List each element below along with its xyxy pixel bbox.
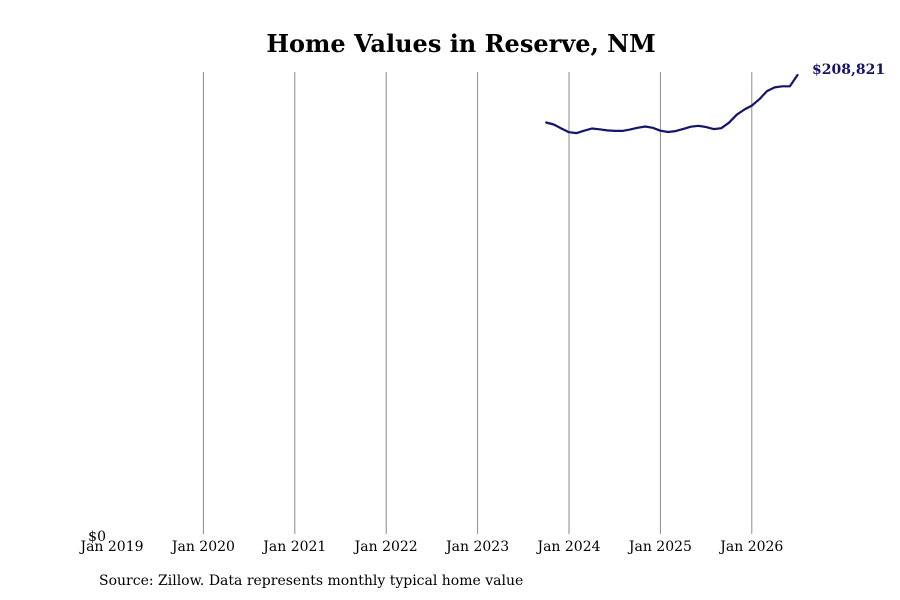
x-tick-label: Jan 2023: [444, 539, 509, 555]
x-tick-label: Jan 2022: [353, 539, 418, 555]
x-tick-label: Jan 2019: [78, 539, 143, 555]
x-tick-label: Jan 2026: [718, 539, 783, 555]
x-tick-label: Jan 2020: [170, 539, 235, 555]
grid: [202, 72, 753, 534]
x-axis-ticks: Jan 2019 Jan 2020 Jan 2021 Jan 2022 Jan 2023…: [78, 539, 783, 555]
latest-value-label: $208,821: [812, 62, 885, 78]
source-note: Source: Zillow. Data represents monthly …: [99, 573, 524, 589]
x-tick-label: Jan 2024: [535, 539, 600, 555]
y-axis-zero-label: $0: [88, 529, 106, 545]
chart-title: Home Values in Reserve, NM: [266, 29, 655, 58]
x-tick-label: Jan 2021: [261, 539, 326, 555]
x-tick-label: Jan 2025: [627, 539, 692, 555]
home-value-line: [545, 73, 799, 135]
